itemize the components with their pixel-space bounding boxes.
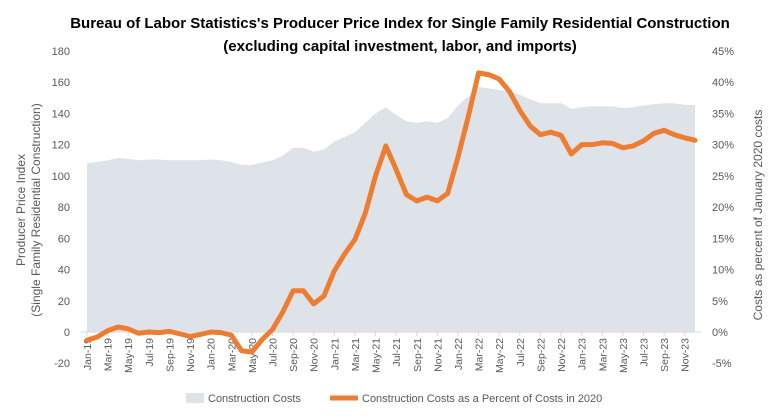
x-tick-label: Nov-19 [185, 338, 197, 372]
left-tick-label: 0 [64, 327, 70, 339]
x-tick-label: Sep-21 [412, 338, 424, 372]
right-tick-label: 10% [712, 265, 734, 277]
left-tick-label: 20 [58, 296, 70, 308]
right-tick-label: 5% [712, 296, 728, 308]
x-tick-label: May-20 [247, 338, 259, 373]
x-tick-label: Jul-23 [638, 338, 650, 367]
chart-title: Bureau of Labor Statistics's Producer Pr… [70, 15, 730, 32]
x-tick-label: Jul-22 [515, 338, 527, 367]
x-tick-label: Sep-22 [535, 338, 547, 372]
right-axis-title: Costs as percent of January 2020 costs [751, 110, 765, 321]
line-percent-of-2020 [84, 70, 698, 355]
right-tick-label: 0% [712, 327, 728, 339]
x-tick-label: May-23 [618, 338, 630, 373]
x-tick-label: May-22 [494, 338, 506, 373]
left-tick-label: -20 [54, 358, 70, 370]
right-tick-label: 15% [712, 233, 734, 245]
right-tick-label: 25% [712, 171, 734, 183]
area-construction-costs [87, 86, 695, 333]
right-tick-label: 30% [712, 140, 734, 152]
right-tick-label: 35% [712, 108, 734, 120]
x-tick-label: Jan-19 [82, 338, 94, 370]
legend-label-area: Construction Costs [208, 393, 301, 405]
right-tick-label: -5% [712, 358, 732, 370]
x-tick-label: Mar-23 [597, 338, 609, 371]
left-tick-label: 120 [52, 140, 70, 152]
left-tick-label: 180 [52, 46, 70, 58]
x-tick-label: Mar-21 [350, 338, 362, 371]
x-tick-label: Mar-19 [103, 338, 115, 371]
left-axis-title-1: Producer Price Index [14, 154, 28, 266]
legend: Construction Costs Construction Costs as… [186, 393, 602, 405]
x-tick-label: Jan-21 [329, 338, 341, 370]
right-tick-label: 45% [712, 46, 734, 58]
right-tick-label: 20% [712, 202, 734, 214]
x-tick-label: Sep-20 [288, 338, 300, 372]
left-tick-label: 100 [52, 171, 70, 183]
x-tick-label: May-21 [371, 338, 383, 373]
legend-label-line: Construction Costs as a Percent of Costs… [362, 393, 602, 405]
left-axis-title-2: (Single Family Residential Construction) [29, 103, 43, 316]
x-tick-label: Mar-22 [474, 338, 486, 371]
x-tick-label: Sep-23 [659, 338, 671, 372]
left-tick-label: 80 [58, 202, 70, 214]
x-tick-label: Jan-22 [453, 338, 465, 370]
x-tick-label: May-19 [123, 338, 135, 373]
chart-subtitle: (excluding capital investment, labor, an… [223, 38, 576, 55]
right-tick-label: 40% [712, 77, 734, 89]
x-tick-label: Nov-20 [309, 338, 321, 372]
x-tick-label: Sep-19 [164, 338, 176, 372]
x-tick-label: Mar-20 [226, 338, 238, 371]
left-tick-label: 60 [58, 233, 70, 245]
legend-swatch-area [186, 393, 204, 403]
left-tick-label: 40 [58, 265, 70, 277]
x-tick-label: Jan-23 [577, 338, 589, 370]
left-tick-label: 160 [52, 77, 70, 89]
left-tick-label: 140 [52, 108, 70, 120]
x-tick-label: Jul-19 [144, 338, 156, 367]
x-tick-label: Jul-20 [267, 338, 279, 367]
x-tick-label: Nov-23 [680, 338, 692, 372]
x-tick-label: Jan-20 [206, 338, 218, 370]
x-tick-label: Nov-22 [556, 338, 568, 372]
x-tick-label: Nov-21 [432, 338, 444, 372]
x-tick-label: Jul-21 [391, 338, 403, 367]
